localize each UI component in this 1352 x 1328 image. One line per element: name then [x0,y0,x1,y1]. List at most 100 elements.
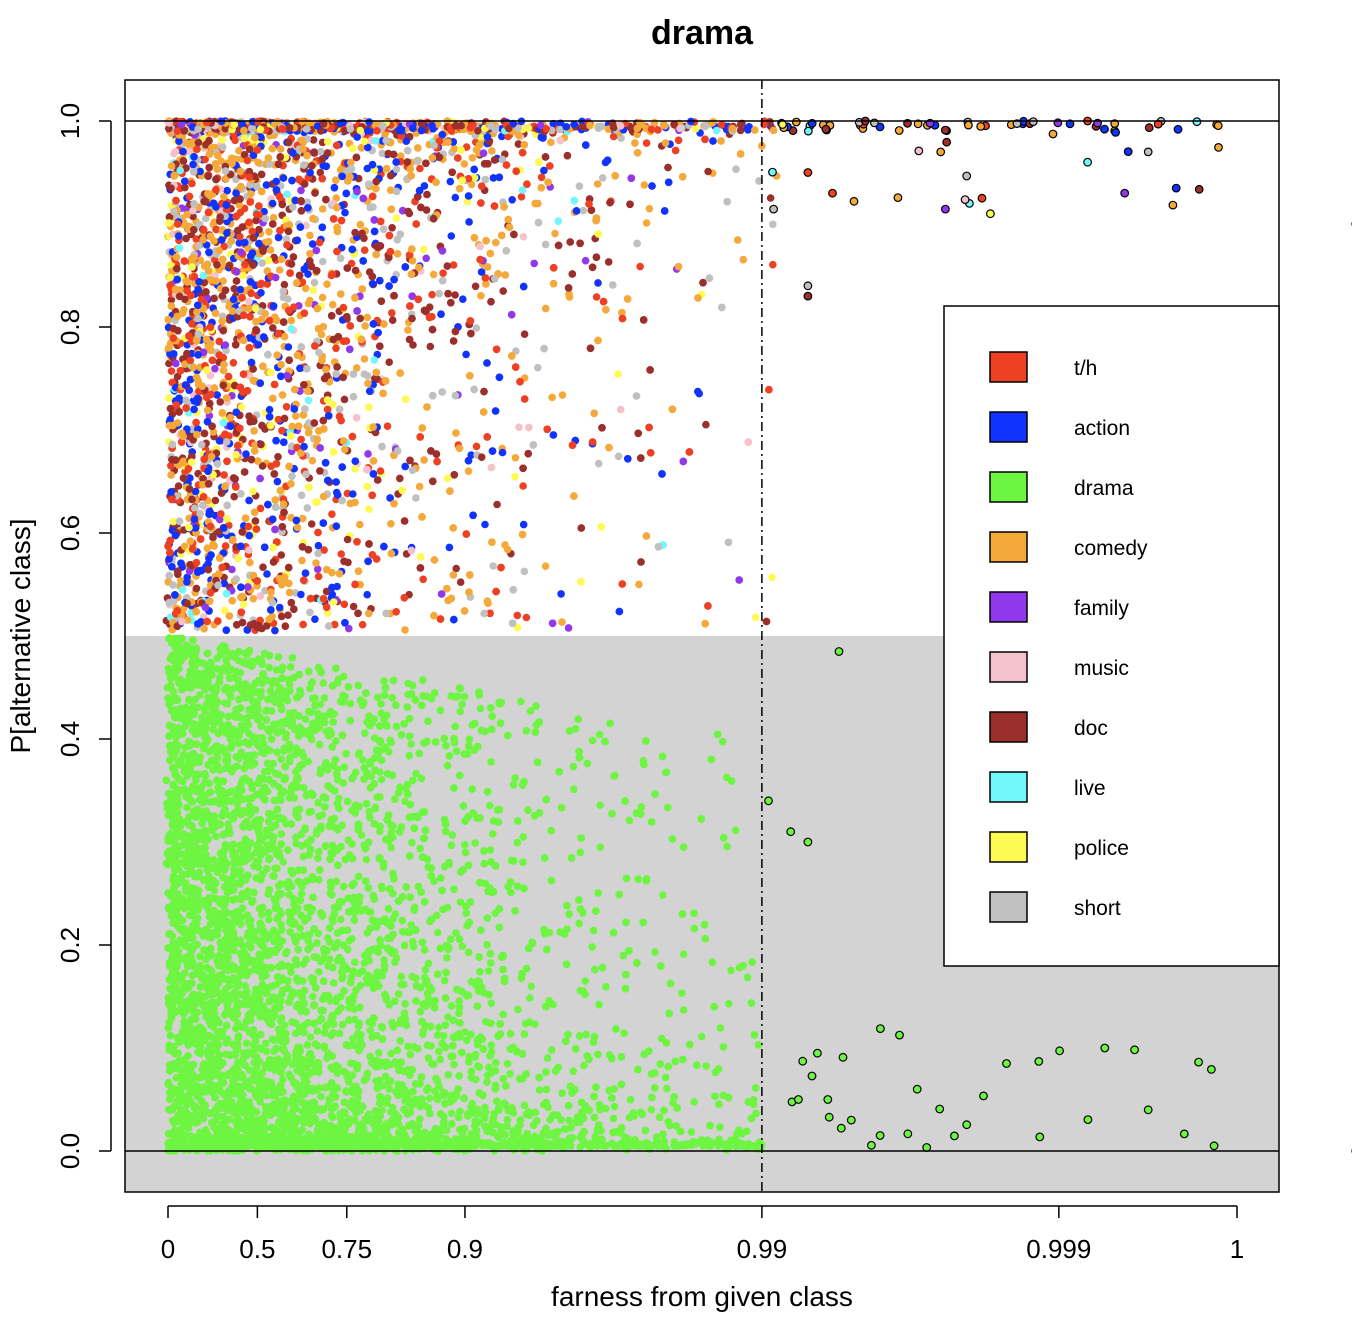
data-point [569,785,578,794]
data-point [678,989,686,997]
data-point [486,801,494,810]
data-point [569,762,578,771]
data-point [596,801,604,809]
data-point [377,775,386,784]
data-point [373,693,382,702]
data-point [679,1006,688,1014]
data-point [697,1032,706,1041]
data-point [447,1109,456,1118]
data-point [359,756,367,764]
data-point [371,766,379,774]
data-point [381,1072,390,1081]
data-point [417,774,426,783]
points-layer [162,116,1352,1155]
data-point [487,758,495,766]
data-point [522,727,531,735]
data-point [517,697,525,706]
data-point [416,1007,425,1016]
data-point [659,891,667,899]
data-point [754,1041,763,1049]
data-point [609,1114,618,1123]
data-point [387,1049,396,1058]
data-point [547,1046,556,1054]
data-point [526,994,534,1002]
data-point [421,965,430,974]
data-point [409,938,417,946]
data-point [309,992,317,1001]
data-point [448,831,457,839]
data-point [296,924,305,932]
data-point [727,966,735,975]
data-point [527,982,536,991]
data-point [456,707,465,716]
data-point [387,843,395,852]
data-point [651,948,659,956]
data-point [407,740,415,748]
data-point [702,1062,710,1070]
data-point [723,842,731,851]
data-point [405,751,414,760]
data-point [535,1086,544,1094]
data-point [725,1000,733,1008]
data-point [687,1128,696,1136]
data-point [596,843,605,852]
data-point [679,950,688,958]
data-point [174,890,182,898]
data-point [542,1085,551,1094]
data-point [356,981,365,990]
data-point [424,959,433,968]
data-point [173,808,182,817]
chart-title: drama [651,14,754,52]
data-point [298,1126,307,1134]
data-point [335,794,343,803]
data-point [637,803,646,811]
data-point [531,1108,540,1117]
data-point [377,700,385,708]
data-point [458,700,466,708]
data-point [718,737,727,746]
data-point [306,1033,315,1041]
data-point [716,1024,725,1032]
data-point [569,1067,577,1076]
data-point [433,928,442,937]
data-point [460,692,469,701]
data-point [352,768,360,777]
data-point [532,702,540,710]
data-point [404,679,412,688]
data-point [506,1070,514,1078]
data-point [731,826,740,835]
data-point [590,1113,599,1122]
data-point [476,704,485,713]
data-point [357,831,366,839]
data-point [567,1123,575,1132]
data-point [571,725,580,733]
data-point [412,769,421,778]
data-point [507,888,515,897]
data-point [412,974,420,983]
data-point [319,679,328,687]
data-point [415,749,424,758]
data-point [337,915,345,924]
data-point [610,1102,619,1111]
data-point [487,999,496,1008]
data-point [206,788,215,796]
data-point [461,1028,469,1036]
data-point [332,737,340,745]
data-point [558,1089,566,1097]
data-point [300,917,309,925]
data-point [484,967,493,975]
data-point [315,968,323,976]
data-point [434,1023,443,1032]
data-point [181,743,189,752]
data-point [522,964,531,973]
data-point [258,911,266,919]
data-point [444,1013,452,1021]
data-point [487,1048,496,1056]
data-point [581,977,589,985]
data-point [401,797,409,806]
data-point [471,1050,480,1059]
data-point [602,983,610,991]
data-point [362,855,371,864]
data-point [690,1098,698,1106]
